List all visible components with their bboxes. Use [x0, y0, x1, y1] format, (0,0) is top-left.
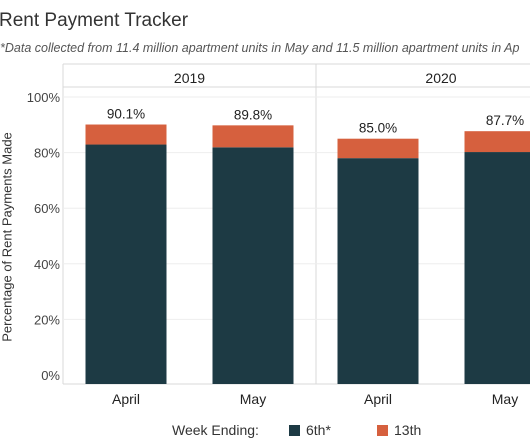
legend-item-13th: 13th: [377, 422, 421, 438]
y-tick-label: 40%: [34, 257, 60, 272]
chart-subtitle: *Data collected from 11.4 million apartm…: [0, 41, 520, 55]
bar-6th: [85, 144, 167, 384]
panel-header: 2019: [174, 70, 205, 86]
y-tick-label: 100%: [27, 90, 61, 105]
x-tick-label: April: [112, 391, 140, 407]
bar-6th: [464, 152, 530, 384]
legend-label-13th: 13th: [394, 422, 422, 438]
data-label: 89.8%: [234, 107, 272, 122]
y-tick-label: 80%: [34, 146, 60, 161]
data-label: 87.7%: [486, 113, 524, 128]
y-tick-label: 20%: [34, 312, 60, 327]
bar-13th: [464, 131, 530, 153]
y-tick-label: 0%: [41, 368, 60, 383]
x-tick-label: May: [492, 391, 518, 407]
legend-title: Week Ending:: [172, 422, 259, 438]
data-label: 85.0%: [359, 121, 397, 136]
legend-label-6th: 6th*: [306, 422, 331, 438]
legend-swatch-13th: [377, 425, 388, 436]
y-tick-label: 60%: [34, 201, 60, 216]
bar-6th: [212, 147, 294, 384]
bar-13th: [85, 124, 167, 145]
data-label: 90.1%: [107, 107, 145, 122]
legend-swatch-6th: [289, 425, 300, 436]
chart-title: Rent Payment Tracker: [0, 10, 189, 31]
panel-header: 2020: [425, 70, 456, 86]
bar-13th: [212, 125, 294, 148]
x-tick-label: April: [364, 391, 392, 407]
legend-item-6th: 6th*: [289, 422, 331, 438]
bar-13th: [337, 138, 419, 159]
x-tick-label: May: [240, 391, 266, 407]
bar-6th: [337, 158, 419, 384]
